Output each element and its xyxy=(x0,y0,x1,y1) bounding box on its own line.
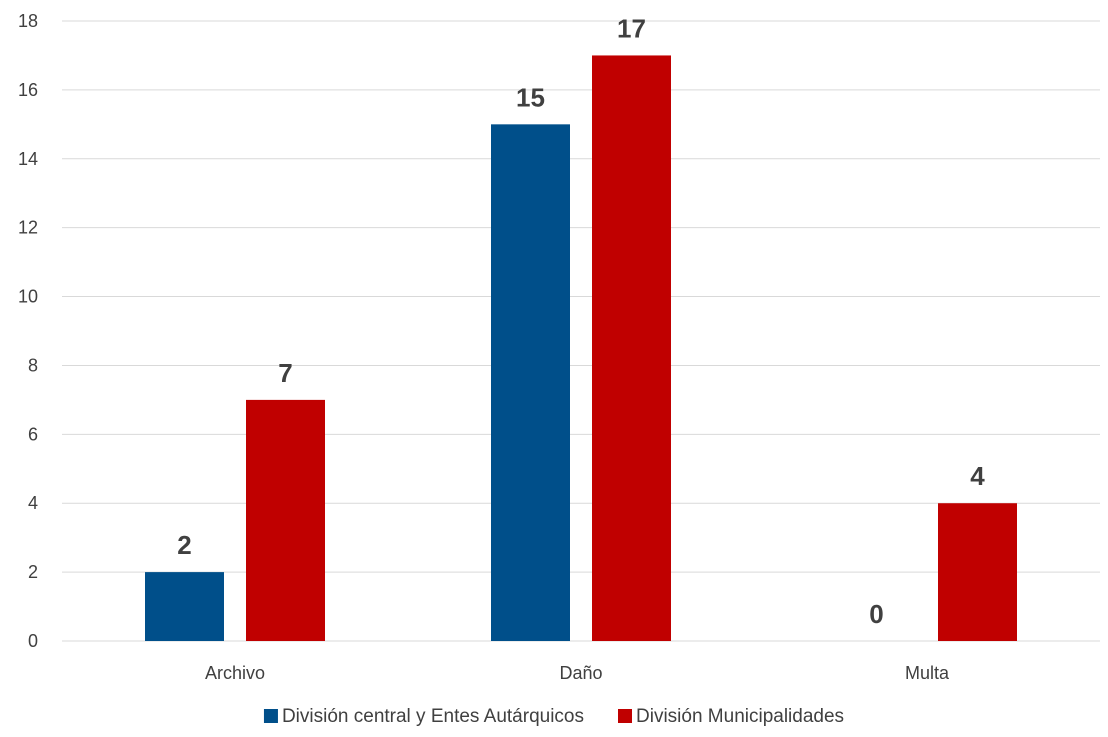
legend-label: División central y Entes Autárquicos xyxy=(282,706,584,727)
y-tick-label: 0 xyxy=(28,631,38,651)
legend: División central y Entes Autárquicos Divi… xyxy=(263,706,844,727)
legend-swatch xyxy=(618,709,632,723)
y-tick-label: 12 xyxy=(18,218,38,238)
x-tick-label: Daño xyxy=(559,663,602,683)
bar xyxy=(592,55,671,641)
x-axis-ticks: Archivo Daño Multa xyxy=(205,663,950,683)
gridlines xyxy=(62,20,1100,642)
data-label: 2 xyxy=(177,530,191,560)
y-tick-label: 2 xyxy=(28,562,38,582)
y-tick-label: 8 xyxy=(28,355,38,375)
y-tick-label: 14 xyxy=(18,149,38,169)
y-tick-label: 16 xyxy=(18,80,38,100)
y-axis-ticks: 0 2 4 6 8 10 12 14 16 18 xyxy=(18,11,38,651)
bar xyxy=(145,572,224,641)
bar xyxy=(491,124,570,642)
y-tick-label: 10 xyxy=(18,287,38,307)
data-labels: 2 7 15 17 0 4 xyxy=(177,13,985,629)
y-tick-label: 4 xyxy=(28,493,38,513)
bars xyxy=(145,55,1017,642)
y-tick-label: 6 xyxy=(28,424,38,444)
data-label: 15 xyxy=(516,82,545,112)
data-label: 4 xyxy=(970,461,985,491)
bar xyxy=(938,503,1017,641)
data-label: 17 xyxy=(617,13,646,43)
legend-label: División Municipalidades xyxy=(636,706,844,727)
bar xyxy=(246,399,325,641)
y-tick-label: 18 xyxy=(18,11,38,31)
x-tick-label: Archivo xyxy=(205,663,265,683)
x-tick-label: Multa xyxy=(905,663,950,683)
legend-swatch xyxy=(263,709,278,723)
data-label: 7 xyxy=(278,358,292,388)
data-label: 0 xyxy=(869,599,883,629)
